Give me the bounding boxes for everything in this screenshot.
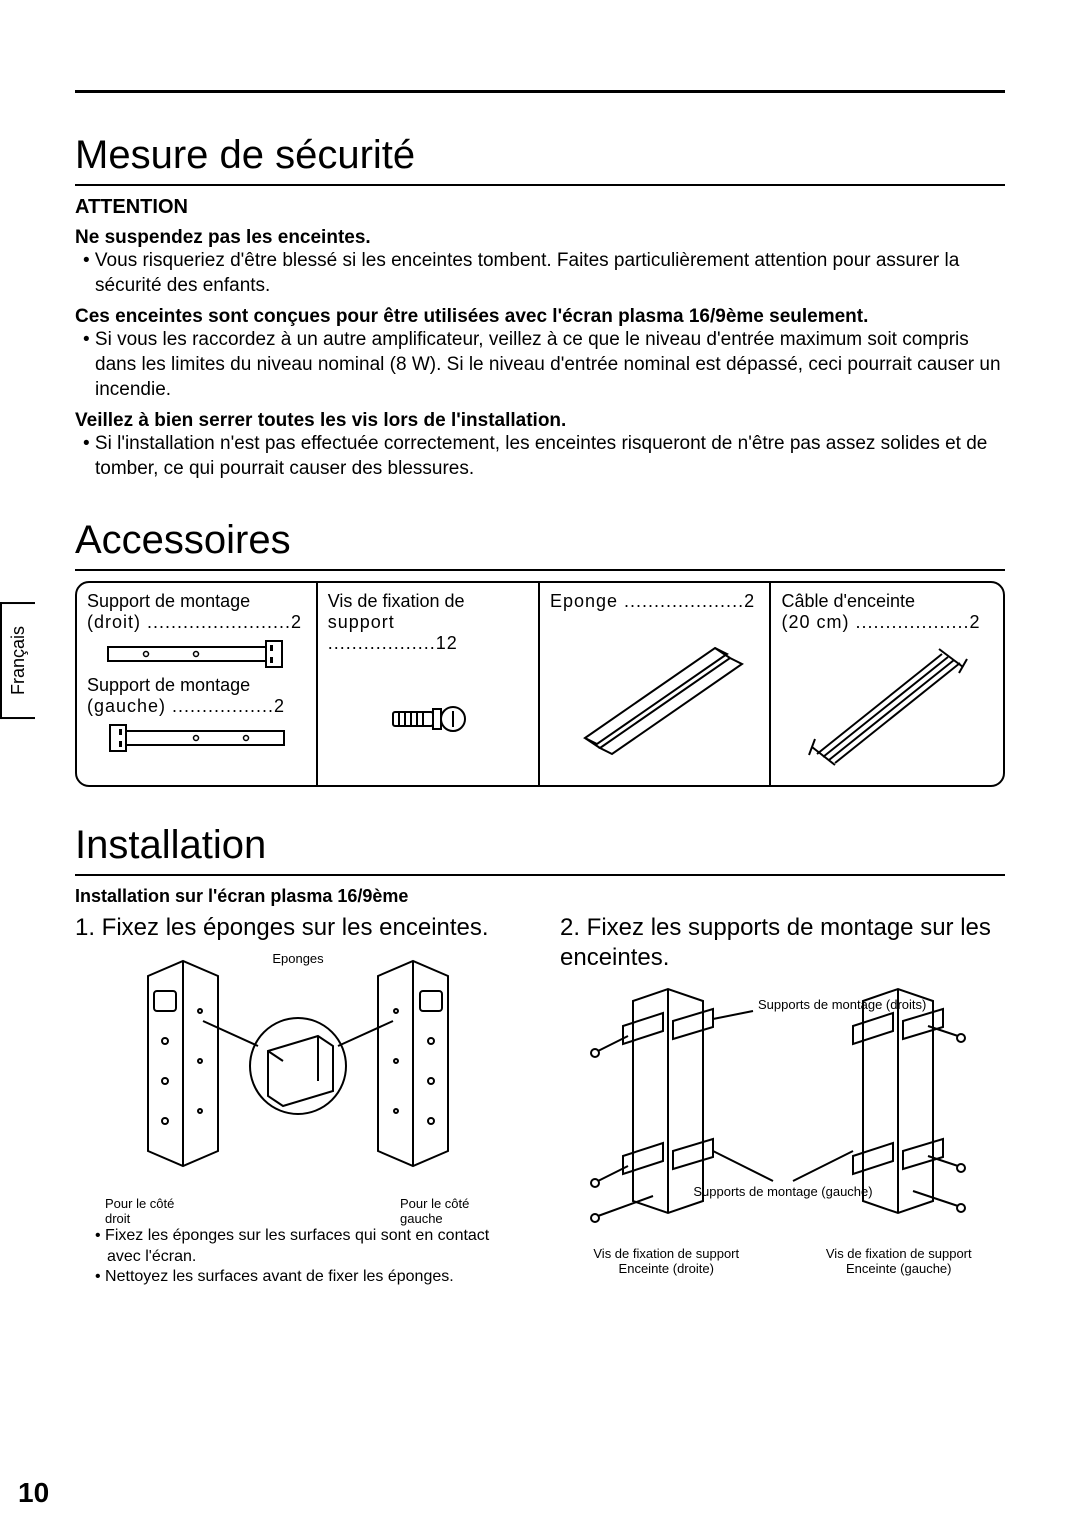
bracket-left-icon bbox=[106, 723, 286, 753]
warn3-bullet: • Si l'installation n'est pas effectuée … bbox=[83, 432, 1005, 481]
attention-heading: ATTENTION bbox=[75, 196, 1005, 219]
acc-cell-brackets: Support de montage (droit) .............… bbox=[77, 583, 318, 785]
step2-cap-l2: Enceinte (droite) bbox=[593, 1261, 739, 1276]
step2-label-top: Supports de montage (droits) bbox=[758, 997, 926, 1012]
step1-figure: Eponges bbox=[88, 951, 508, 1191]
acc-c1-line1: Support de montage bbox=[87, 591, 306, 612]
step2-cap-l1: Vis de fixation de support bbox=[593, 1246, 739, 1261]
acc-c1-line2: (droit) ........................2 bbox=[87, 612, 306, 633]
step2-label-mid: Supports de montage (gauche) bbox=[693, 1184, 872, 1199]
acc-c2-line1: Vis de fixation de bbox=[328, 591, 528, 612]
warn2-bullet: • Si vous les raccordez à un autre ampli… bbox=[83, 328, 1005, 402]
section2-title: Accessoires bbox=[75, 518, 1005, 563]
section3-title: Installation bbox=[75, 823, 1005, 868]
screw-icon bbox=[373, 694, 483, 744]
sponge-icon bbox=[555, 618, 755, 758]
accessories-table: Support de montage (droit) .............… bbox=[75, 581, 1005, 787]
warn1-bold: Ne suspendez pas les enceintes. bbox=[75, 227, 1005, 249]
step1-label-left: Pour le côté droit bbox=[105, 1196, 195, 1226]
steps-row: 1. Fixez les éponges sur les enceintes. bbox=[75, 913, 1005, 1288]
acc-cell-screws: Vis de fixation de support .............… bbox=[318, 583, 540, 785]
acc-c4-line1: Câble d'enceinte bbox=[781, 591, 993, 612]
acc-c3-line1: Eponge ....................2 bbox=[550, 591, 760, 612]
step2-figure: Supports de montage (droits) Supports de… bbox=[563, 981, 1003, 1241]
warn2-bold: Ces enceintes sont conçues pour être uti… bbox=[75, 306, 1005, 328]
acc-c2-line2: support ..................12 bbox=[328, 612, 528, 654]
page-number: 10 bbox=[18, 1477, 49, 1509]
step2-cap-r1: Vis de fixation de support bbox=[826, 1246, 972, 1261]
section1-rule bbox=[75, 184, 1005, 186]
acc-cell-sponge: Eponge ....................2 bbox=[540, 583, 772, 785]
step2-title: 2. Fixez les supports de montage sur les… bbox=[560, 913, 1005, 973]
section1-title: Mesure de sécurité bbox=[75, 133, 1005, 178]
section2-rule bbox=[75, 569, 1005, 571]
step2: 2. Fixez les supports de montage sur les… bbox=[560, 913, 1005, 1288]
language-tab: Français bbox=[0, 602, 35, 719]
acc-c4-line2: (20 cm) ...................2 bbox=[781, 612, 993, 633]
section3-rule bbox=[75, 874, 1005, 876]
install-subtitle: Installation sur l'écran plasma 16/9ème bbox=[75, 886, 1005, 907]
cable-icon bbox=[787, 639, 987, 769]
step1-bullet2: • Nettoyez les surfaces avant de fixer l… bbox=[95, 1267, 520, 1288]
top-rule bbox=[75, 90, 1005, 93]
step1-label-right: Pour le côté gauche bbox=[400, 1196, 490, 1226]
step2-cap-r2: Enceinte (gauche) bbox=[826, 1261, 972, 1276]
step1-bullet1: • Fixez les éponges sur les surfaces qui… bbox=[95, 1226, 520, 1268]
acc-c1-line3: Support de montage bbox=[87, 675, 306, 696]
warn3-bold: Veillez à bien serrer toutes les vis lor… bbox=[75, 410, 1005, 432]
step1: 1. Fixez les éponges sur les enceintes. bbox=[75, 913, 520, 1288]
step1-label-eponges: Eponges bbox=[272, 951, 324, 966]
step1-title: 1. Fixez les éponges sur les enceintes. bbox=[75, 913, 520, 943]
acc-c1-line4: (gauche) .................2 bbox=[87, 696, 306, 717]
warn1-bullet: • Vous risqueriez d'être blessé si les e… bbox=[83, 249, 1005, 298]
acc-cell-cable: Câble d'enceinte (20 cm) ...............… bbox=[771, 583, 1003, 785]
bracket-right-icon bbox=[106, 639, 286, 669]
